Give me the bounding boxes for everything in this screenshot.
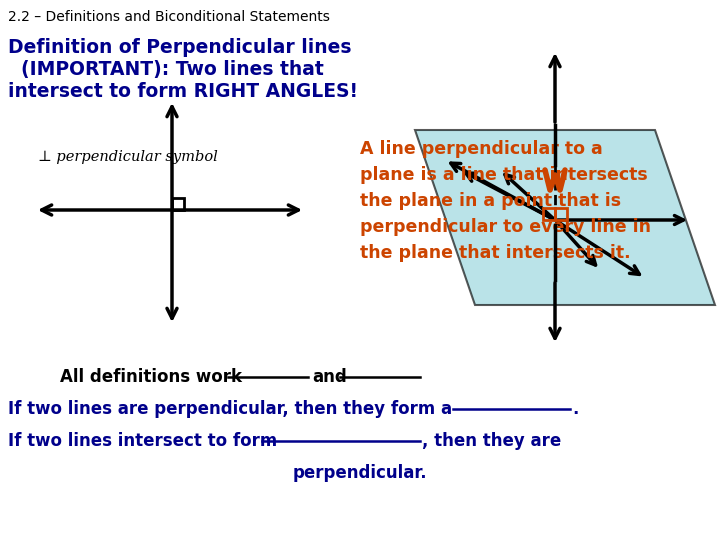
Bar (172, 198, 184, 210)
Text: A line perpendicular to a: A line perpendicular to a (360, 140, 603, 158)
Text: If two lines intersect to form: If two lines intersect to form (8, 432, 277, 450)
Text: All definitions work: All definitions work (60, 368, 242, 386)
Bar (555, 208, 567, 220)
Text: the plane that intersects it.: the plane that intersects it. (360, 244, 631, 262)
Text: the plane in a point that is: the plane in a point that is (360, 192, 621, 210)
Text: intersect to form RIGHT ANGLES!: intersect to form RIGHT ANGLES! (8, 82, 358, 101)
Text: , then they are: , then they are (422, 432, 562, 450)
Text: .: . (572, 400, 578, 418)
Text: ⊥ perpendicular symbol: ⊥ perpendicular symbol (38, 150, 217, 164)
Text: and: and (312, 368, 347, 386)
Text: Definition of Perpendicular lines: Definition of Perpendicular lines (8, 38, 351, 57)
Text: (IMPORTANT): Two lines that: (IMPORTANT): Two lines that (8, 60, 324, 79)
Text: perpendicular.: perpendicular. (293, 464, 427, 482)
Bar (543, 208, 555, 220)
Text: perpendicular to every line in: perpendicular to every line in (360, 218, 651, 236)
Polygon shape (415, 130, 715, 305)
Text: If two lines are perpendicular, then they form a: If two lines are perpendicular, then the… (8, 400, 452, 418)
Text: 2.2 – Definitions and Biconditional Statements: 2.2 – Definitions and Biconditional Stat… (8, 10, 330, 24)
Text: plane is a line that intersects: plane is a line that intersects (360, 166, 648, 184)
